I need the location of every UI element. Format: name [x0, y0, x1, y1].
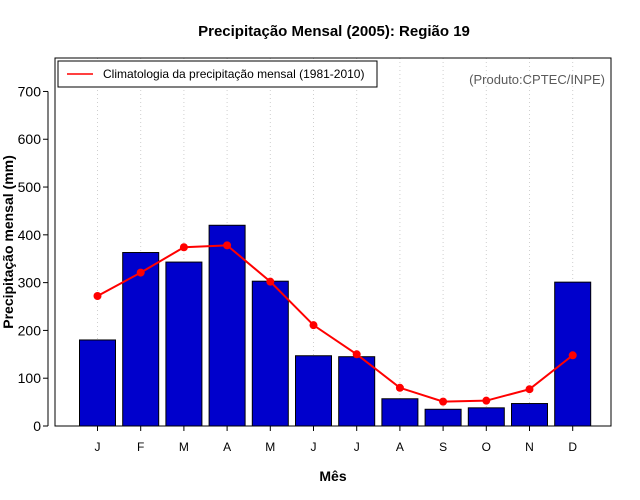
- x-axis-title: Mês: [319, 468, 346, 484]
- x-tick-label-6: J: [311, 440, 317, 454]
- y-tick-label-0: 0: [33, 418, 41, 434]
- bar-5: [251, 280, 289, 427]
- climatology-line: [97, 244, 574, 403]
- climatology-point-9: [439, 397, 448, 406]
- x-tick-label-10: O: [482, 440, 491, 454]
- bar-10: [467, 407, 505, 427]
- y-axis: 0 100 200 300 400 500 600 700: [18, 83, 49, 434]
- bar-11: [511, 403, 548, 427]
- y-tick-label-200: 200: [18, 322, 42, 338]
- x-tick-label-2: F: [137, 440, 144, 454]
- legend: Climatologia da precipitação mensal (198…: [57, 60, 378, 88]
- x-tick-label-3: M: [179, 440, 189, 454]
- legend-box: [57, 60, 378, 88]
- bar-1: [79, 339, 116, 427]
- source-annotation: (Produto:CPTEC/INPE): [469, 72, 605, 87]
- y-tick-label-600: 600: [18, 131, 42, 147]
- chart-title: Precipitação Mensal (2005): Região 19: [198, 23, 470, 40]
- bar-2: [122, 252, 160, 427]
- x-tick-label-4: A: [223, 440, 231, 454]
- climatology-point-2: [136, 268, 145, 277]
- bar-7: [338, 356, 376, 427]
- plot-frame: [54, 57, 612, 427]
- x-tick-label-5: M: [265, 440, 275, 454]
- climatology-points: [93, 241, 577, 406]
- bar-4: [208, 224, 246, 427]
- climatology-point-4: [223, 241, 232, 250]
- bar-8: [381, 398, 419, 427]
- y-tick-label-100: 100: [18, 370, 42, 386]
- bars: [79, 224, 592, 427]
- x-tick-label-7: J: [354, 440, 360, 454]
- y-axis-title: Precipitação mensal (mm): [0, 155, 16, 329]
- climatology-point-3: [179, 243, 188, 252]
- y-tick-label-400: 400: [18, 227, 42, 243]
- bar-6: [295, 355, 332, 427]
- bar-3: [165, 261, 203, 427]
- climatology-point-10: [482, 396, 491, 405]
- x-tick-label-9: S: [439, 440, 447, 454]
- x-tick-label-11: N: [525, 440, 534, 454]
- climatology-polyline: [97, 244, 574, 403]
- climatology-point-5: [266, 277, 275, 286]
- climatology-point-11: [525, 385, 534, 394]
- y-tick-label-700: 700: [18, 83, 42, 99]
- climatology-point-7: [352, 350, 361, 359]
- climatology-point-12: [568, 351, 577, 360]
- y-tick-label-300: 300: [18, 275, 42, 291]
- climatology-point-6: [309, 321, 318, 330]
- y-tick-label-500: 500: [18, 179, 42, 195]
- bar-9: [424, 408, 462, 427]
- climatology-point-8: [395, 383, 404, 392]
- legend-label: Climatologia da precipitação mensal (198…: [103, 67, 364, 81]
- x-tick-label-12: D: [568, 440, 577, 454]
- x-tick-label-8: A: [396, 440, 404, 454]
- climatology-point-1: [93, 292, 102, 301]
- x-tick-label-1: J: [95, 440, 101, 454]
